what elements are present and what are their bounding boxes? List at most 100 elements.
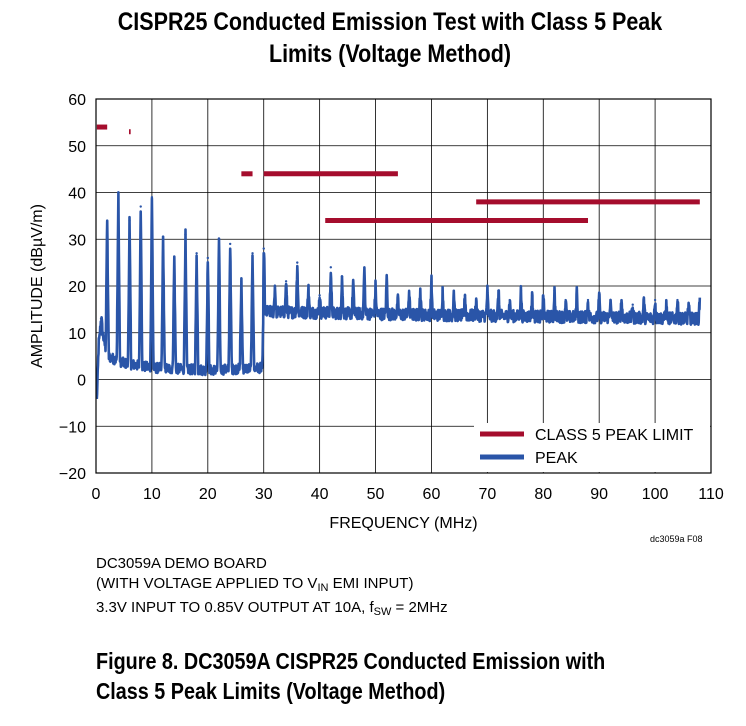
peak-harmonic-point [296,261,299,264]
plot-border [95,98,712,474]
peak-harmonic-point [530,294,534,297]
caption-line2: Class 5 Peak Limits (Voltage Method) [96,678,446,704]
x-tick-label: 100 [642,486,669,503]
notes-line3: 3.3V INPUT TO 0.85V OUTPUT AT 10A, fSW =… [96,598,448,622]
limit-series [96,124,700,224]
peak-harmonic-point [99,317,103,320]
axis-labels: FREQUENCY (MHz) AMPLITUDE (dBµV/m) [29,204,478,532]
peak-harmonic-point [474,298,478,302]
axis-ticks: 0 10 20 30 40 50 60 70 80 90 100 110 −20 −10 0 10 20 30 40… [59,92,724,503]
chart-title-line2: Limits (Voltage Method) [268,40,512,68]
peak-harmonic-point [340,275,344,278]
peak-harmonic-point [184,233,187,236]
emission-chart: 0 10 20 30 40 50 60 70 80 90 100 110 −20 −10 0 10 20 30 40… [29,92,724,532]
y-tick-label: −20 [59,466,86,483]
peak-harmonic-point [441,289,444,292]
notes: DC3059A DEMO BOARD (WITH VOLTAGE APPLIED… [96,554,448,622]
peak-harmonic-point [564,298,567,302]
x-tick-label: 20 [199,486,217,503]
peak-harmonic-point [195,252,198,255]
x-axis-label: FREQUENCY (MHz) [329,515,477,532]
y-tick-label: 0 [77,373,86,390]
x-tick-label: 40 [311,486,329,503]
y-tick-label: 50 [68,139,86,156]
peak-harmonic-point [665,303,668,306]
peak-harmonic-point [687,303,690,306]
y-tick-label: 20 [68,279,86,296]
peak-harmonic-point [284,280,288,283]
peak-harmonic-point [329,266,333,269]
y-tick-label: 10 [68,326,86,343]
peak-harmonic-point [374,284,377,288]
peak-harmonic-point [217,238,221,241]
peak-harmonic-point [430,280,433,283]
peak-harmonic-point [251,252,254,255]
y-tick-label: −10 [59,419,86,436]
peak-harmonic-point [117,191,120,194]
chart-title-line1: CISPR25 Conducted Emission Test with Cla… [117,8,663,36]
x-tick-label: 10 [143,486,161,503]
plot-frame [95,98,712,474]
x-tick-label: 70 [478,486,496,503]
peak-harmonic-point [553,289,556,292]
peak-harmonic-point [139,205,142,208]
peak-harmonic-point [161,238,165,241]
peak-harmonic-point [463,294,467,297]
peak-harmonic-point [262,247,265,250]
legend-label: CLASS 5 PEAK LIMIT [535,427,694,444]
peak-harmonic-point [228,242,232,246]
notes-line3-sub: SW [373,606,392,618]
peak-harmonic-point [575,289,579,292]
peak-harmonic-point [508,298,511,302]
x-tick-label: 80 [534,486,552,503]
peak-harmonic-point [105,219,109,222]
notes-line1: DC3059A DEMO BOARD [96,555,267,572]
peak-harmonic-point [419,289,422,292]
notes-line2: (WITH VOLTAGE APPLIED TO VIN EMI INPUT) [96,574,448,598]
peak-harmonic-point [642,298,646,302]
peak-harmonic-point [128,219,131,222]
x-tick-label: 90 [590,486,608,503]
peak-harmonic-point [631,303,634,306]
peak-harmonic-point [351,280,355,283]
grid [96,99,711,473]
notes-line3-suffix: = 2MHz [391,599,448,616]
x-tick-label: 60 [423,486,441,503]
x-tick-label: 30 [255,486,273,503]
peak-harmonic-point [273,284,277,288]
notes-line2-prefix: (WITH VOLTAGE APPLIED TO V [96,575,318,592]
peak-harmonic-point [519,289,523,292]
peak-harmonic-point [609,298,612,302]
peak-harmonic-point [676,298,679,302]
peak-harmonic-point [318,294,321,297]
peak-harmonic-point [452,289,456,292]
peak-harmonic-point [698,298,702,302]
peak-harmonic-point [173,256,176,260]
figure-code: dc3059a F08 [650,534,703,544]
peak-harmonic-point [396,298,400,302]
y-tick-label: 60 [68,92,86,109]
peak-harmonic-point [653,298,657,302]
peak-harmonic-point [385,275,388,278]
chart-title: CISPR25 Conducted Emission Test with Cla… [89,6,691,70]
peak-harmonic-point [497,289,500,292]
peak-harmonic-point [307,284,310,288]
y-tick-label: 40 [68,186,86,203]
figure-caption: Figure 8. DC3059A CISPR25 Conducted Emis… [96,646,605,706]
peak-harmonic-point [363,266,366,269]
peak-harmonic-point [586,298,590,302]
peak-series [95,191,702,399]
notes-line2-sub: IN [317,582,329,594]
legend: CLASS 5 PEAK LIMIT PEAK [480,427,694,467]
notes-line3-prefix: 3.3V INPUT TO 0.85V OUTPUT AT 10A, f [96,599,374,616]
x-tick-label: 50 [367,486,385,503]
peak-harmonic-point [486,289,489,292]
peak-harmonic-point [150,195,154,199]
peak-harmonic-point [542,294,545,297]
notes-line2-suffix: EMI INPUT) [328,575,414,592]
x-tick-label: 0 [92,486,101,503]
peak-line [95,191,702,399]
peak-harmonic-point [597,294,601,297]
peak-harmonic-point [206,256,210,260]
legend-label: PEAK [535,450,578,467]
